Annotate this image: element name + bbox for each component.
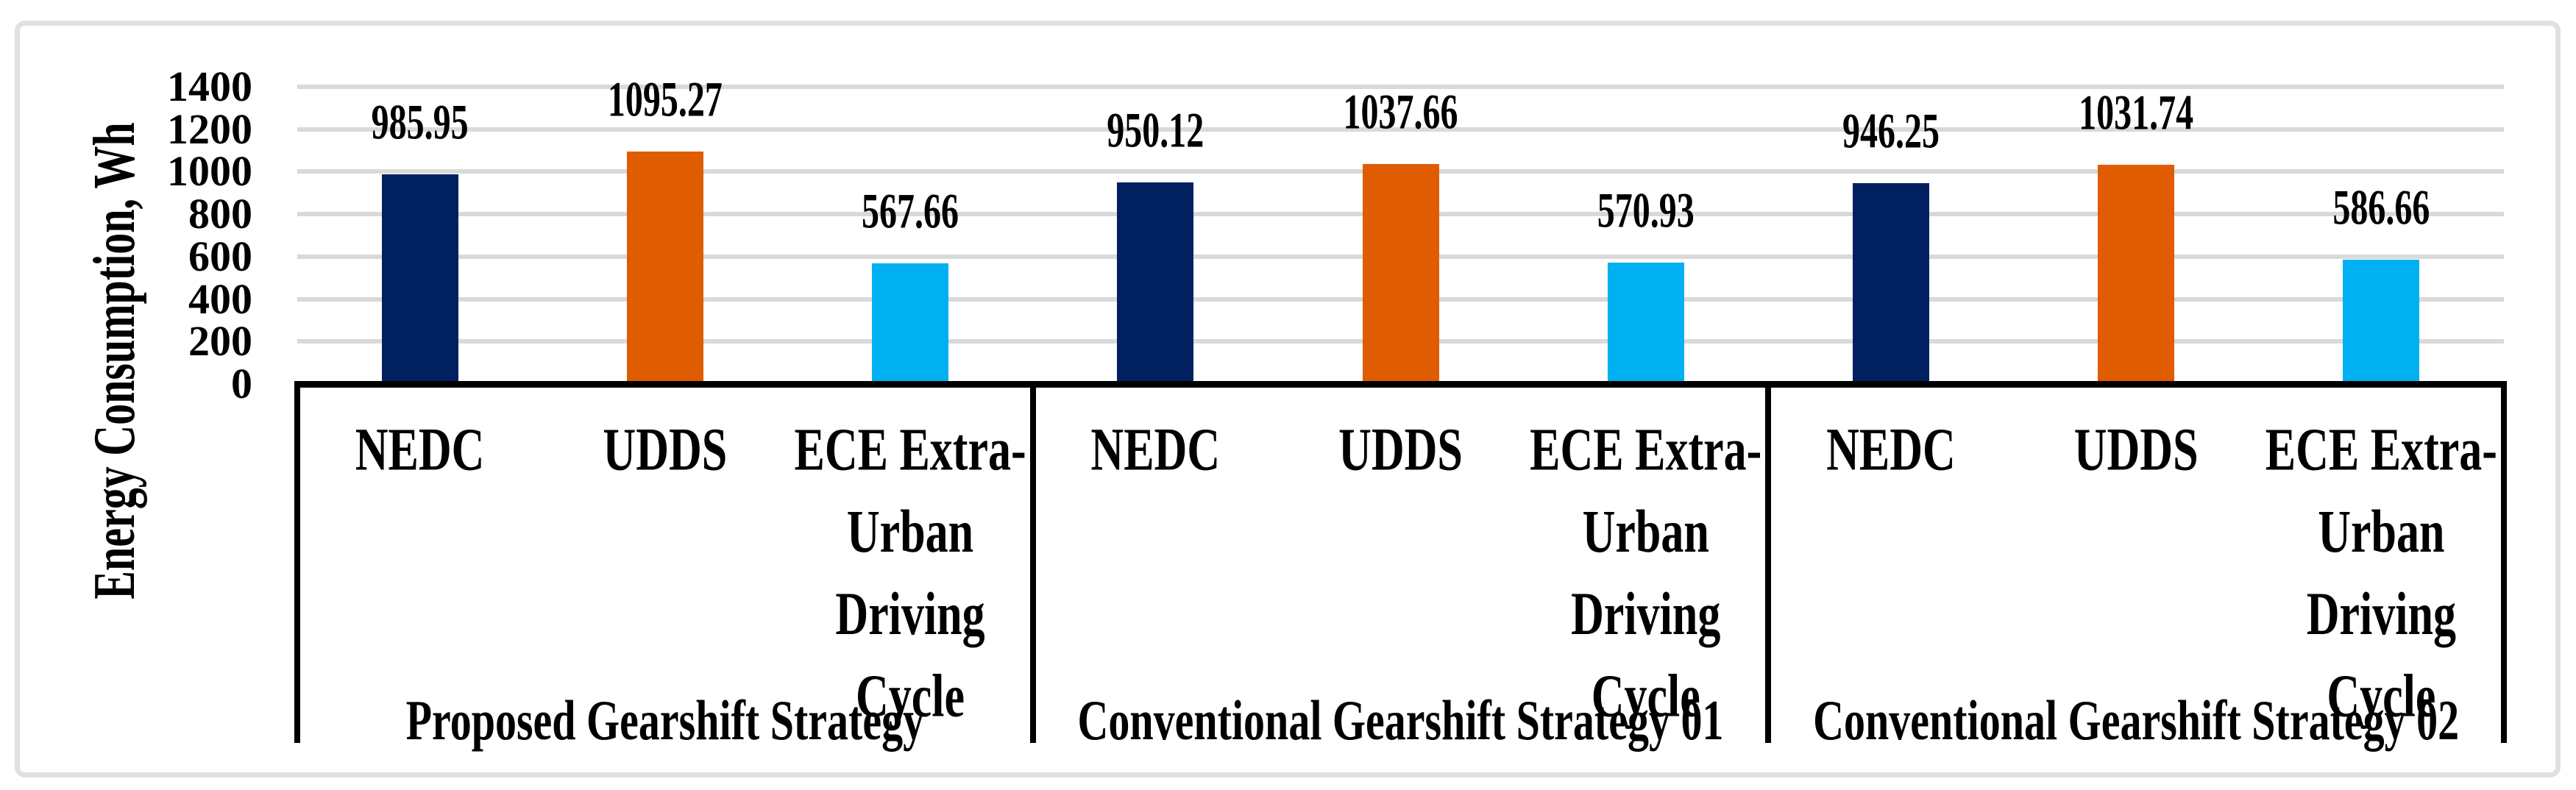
category-label-line: Driving	[2306, 581, 2456, 648]
bar-value-label: 1095.27	[607, 71, 723, 127]
bar-nedc-group3	[1852, 182, 1929, 384]
category-label-line: ECE Extra-	[2265, 416, 2497, 484]
bar-value-label: 1037.66	[1343, 84, 1458, 140]
y-tick-1200: 1200	[167, 104, 252, 153]
figure-frame	[15, 21, 2561, 777]
category-label-line: UDDS	[603, 416, 728, 484]
bar-value-label: 1031.74	[2079, 85, 2194, 141]
category-label-line: Driving	[835, 581, 985, 648]
category-label: ECE Extra- Urban Driving Cycle	[787, 409, 1032, 738]
bar-udds-group2	[1362, 163, 1439, 384]
bar-value-label: 570.93	[1597, 182, 1695, 239]
category-label-line: Cycle	[1591, 663, 1700, 730]
category-label: NEDC	[1768, 409, 2013, 491]
bar-ece-group1	[872, 263, 949, 384]
bar-nedc-group1	[381, 174, 458, 384]
category-label-line: Urban	[2318, 499, 2445, 566]
bar-ece-group2	[1607, 263, 1684, 384]
bar-value-label: 950.12	[1107, 102, 1204, 158]
category-separator	[2501, 384, 2507, 743]
y-tick-400: 400	[188, 274, 252, 323]
y-tick-800: 800	[188, 190, 252, 238]
gridline-1400	[297, 85, 2504, 89]
category-label: UDDS	[542, 409, 787, 491]
group-label: Proposed Gearshift Strategy	[405, 688, 925, 752]
group-label: Conventional Gearshift Strategy 02	[1813, 688, 2460, 752]
category-label-line: Cycle	[856, 663, 965, 730]
bar-value-label: 567.66	[862, 183, 959, 240]
x-axis-line	[294, 381, 2507, 388]
category-label: UDDS	[2014, 409, 2259, 491]
category-label-line: Cycle	[2327, 663, 2436, 730]
category-label-line: ECE Extra-	[794, 416, 1026, 484]
category-label-line: Urban	[846, 499, 974, 566]
category-separator	[1765, 384, 1772, 743]
category-label-line: UDDS	[1338, 416, 1463, 484]
category-label: UDDS	[1278, 409, 1523, 491]
category-separator	[294, 384, 300, 743]
y-tick-600: 600	[188, 232, 252, 280]
bar-nedc-group2	[1117, 182, 1194, 384]
category-label-line: UDDS	[2073, 416, 2199, 484]
y-tick-1000: 1000	[167, 147, 252, 196]
category-label: ECE Extra- Urban Driving Cycle	[2259, 409, 2504, 738]
category-label: ECE Extra- Urban Driving Cycle	[1523, 409, 1768, 738]
category-label-line: NEDC	[1826, 416, 1956, 484]
bar-value-label: 586.66	[2332, 179, 2430, 235]
y-tick-1400: 1400	[167, 63, 252, 110]
bar-value-label: 946.25	[1842, 103, 1940, 159]
category-separator	[1029, 384, 1036, 743]
group-label: Conventional Gearshift Strategy 01	[1077, 688, 1724, 752]
category-label-line: Urban	[1582, 499, 1709, 566]
y-axis: 0 200 400 600 800 1000 1200 1400	[0, 0, 252, 790]
y-tick-0: 0	[231, 360, 252, 408]
y-tick-200: 200	[188, 317, 252, 366]
gridline-1200	[297, 127, 2504, 132]
category-label-line: NEDC	[1090, 416, 1221, 484]
category-label: NEDC	[1033, 409, 1278, 491]
bar-value-label: 985.95	[371, 95, 469, 151]
category-label-line: Driving	[1571, 581, 1721, 648]
bar-udds-group3	[2098, 165, 2175, 384]
category-label-line: ECE Extra-	[1530, 416, 1762, 484]
category-label: NEDC	[297, 409, 542, 491]
bar-ece-group3	[2343, 259, 2420, 384]
category-label-line: NEDC	[355, 416, 485, 484]
bar-udds-group1	[626, 151, 703, 384]
